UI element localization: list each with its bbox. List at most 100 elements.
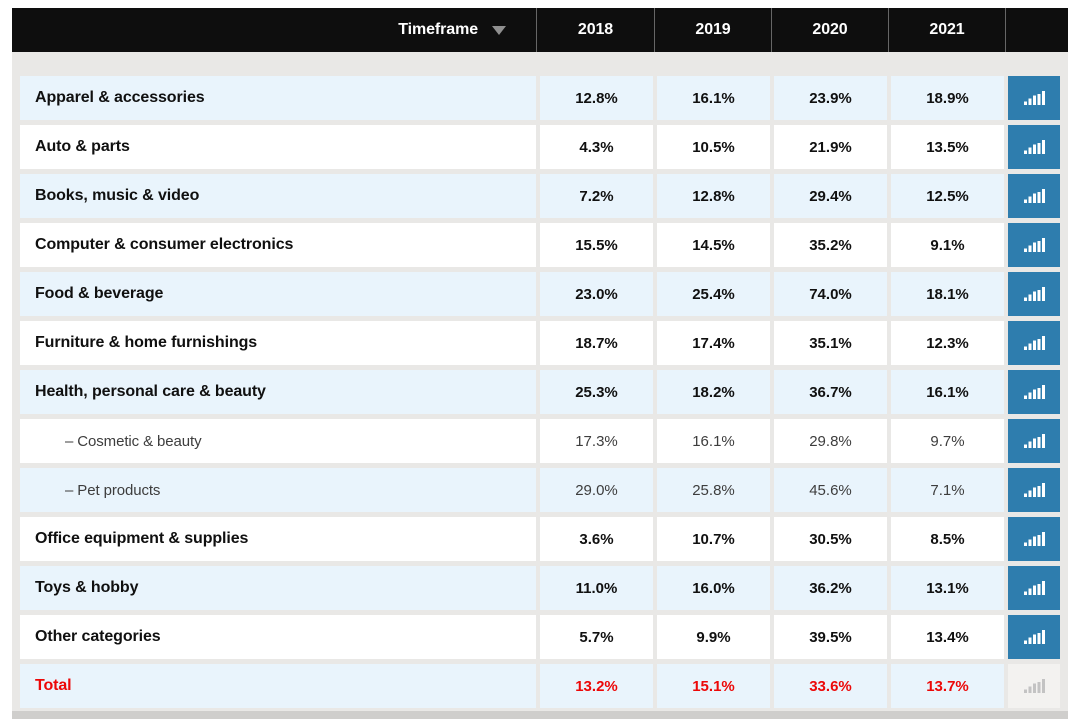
table-body: Apparel & accessories 12.8% 16.1% 23.9% … — [12, 52, 1068, 711]
table-row: Apparel & accessories 12.8% 16.1% 23.9% … — [20, 76, 1060, 120]
bar-chart-icon — [1024, 483, 1045, 497]
open-chart-button[interactable] — [1008, 370, 1060, 414]
row-label: – Pet products — [20, 468, 536, 512]
value-2018: 13.2% — [540, 664, 653, 708]
value-2018: 11.0% — [540, 566, 653, 610]
row-label: Health, personal care & beauty — [20, 370, 536, 414]
timeframe-dropdown[interactable]: Timeframe — [12, 8, 536, 52]
table-subrow: – Cosmetic & beauty 17.3% 16.1% 29.8% 9.… — [20, 419, 1060, 463]
open-chart-button[interactable] — [1008, 272, 1060, 316]
value-2018: 25.3% — [540, 370, 653, 414]
table-header-row: Timeframe 2018 2019 2020 2021 — [12, 8, 1068, 52]
open-chart-button[interactable] — [1008, 468, 1060, 512]
row-label: Food & beverage — [20, 272, 536, 316]
row-label: – Cosmetic & beauty — [20, 419, 536, 463]
value-2021: 7.1% — [891, 468, 1004, 512]
open-chart-button[interactable] — [1008, 419, 1060, 463]
bar-chart-icon — [1024, 91, 1045, 105]
value-2021: 16.1% — [891, 370, 1004, 414]
value-2021: 18.1% — [891, 272, 1004, 316]
open-chart-button[interactable] — [1008, 615, 1060, 659]
value-2018: 5.7% — [540, 615, 653, 659]
open-chart-button[interactable] — [1008, 125, 1060, 169]
value-2019: 10.7% — [657, 517, 770, 561]
value-2020: 23.9% — [774, 76, 887, 120]
value-2019: 16.1% — [657, 76, 770, 120]
value-2021: 12.3% — [891, 321, 1004, 365]
bar-chart-icon — [1024, 287, 1045, 301]
value-2019: 15.1% — [657, 664, 770, 708]
value-2018: 17.3% — [540, 419, 653, 463]
table-subrow: – Pet products 29.0% 25.8% 45.6% 7.1% — [20, 468, 1060, 512]
row-label: Other categories — [20, 615, 536, 659]
row-label: Books, music & video — [20, 174, 536, 218]
value-2018: 4.3% — [540, 125, 653, 169]
table-row: Toys & hobby 11.0% 16.0% 36.2% 13.1% — [20, 566, 1060, 610]
bar-chart-icon — [1024, 581, 1045, 595]
column-header-2020: 2020 — [771, 8, 888, 52]
value-2021: 13.5% — [891, 125, 1004, 169]
row-label: Furniture & home furnishings — [20, 321, 536, 365]
value-2018: 15.5% — [540, 223, 653, 267]
value-2019: 25.8% — [657, 468, 770, 512]
timeframe-label: Timeframe — [398, 21, 478, 38]
ecommerce-growth-table: Timeframe 2018 2019 2020 2021 Apparel & … — [12, 8, 1068, 711]
bar-chart-icon — [1024, 434, 1045, 448]
table-row: Auto & parts 4.3% 10.5% 21.9% 13.5% — [20, 125, 1060, 169]
value-2018: 12.8% — [540, 76, 653, 120]
value-2020: 29.8% — [774, 419, 887, 463]
table-row: Other categories 5.7% 9.9% 39.5% 13.4% — [20, 615, 1060, 659]
column-header-chart — [1005, 8, 1068, 52]
column-header-2018: 2018 — [536, 8, 654, 52]
value-2020: 33.6% — [774, 664, 887, 708]
value-2020: 39.5% — [774, 615, 887, 659]
value-2021: 13.1% — [891, 566, 1004, 610]
value-2021: 9.1% — [891, 223, 1004, 267]
value-2019: 9.9% — [657, 615, 770, 659]
value-2020: 74.0% — [774, 272, 887, 316]
value-2020: 35.1% — [774, 321, 887, 365]
bar-chart-icon — [1024, 679, 1045, 693]
table-row: Health, personal care & beauty 25.3% 18.… — [20, 370, 1060, 414]
row-label: Apparel & accessories — [20, 76, 536, 120]
value-2019: 16.1% — [657, 419, 770, 463]
open-chart-button[interactable] — [1008, 223, 1060, 267]
value-2019: 17.4% — [657, 321, 770, 365]
value-2018: 23.0% — [540, 272, 653, 316]
bar-chart-icon — [1024, 140, 1045, 154]
bar-chart-icon — [1024, 189, 1045, 203]
table-row: Food & beverage 23.0% 25.4% 74.0% 18.1% — [20, 272, 1060, 316]
value-2019: 16.0% — [657, 566, 770, 610]
value-2020: 36.2% — [774, 566, 887, 610]
open-chart-button[interactable] — [1008, 321, 1060, 365]
value-2019: 10.5% — [657, 125, 770, 169]
open-chart-button-disabled — [1008, 664, 1060, 708]
open-chart-button[interactable] — [1008, 517, 1060, 561]
value-2018: 18.7% — [540, 321, 653, 365]
value-2018: 7.2% — [540, 174, 653, 218]
bar-chart-icon — [1024, 336, 1045, 350]
value-2020: 36.7% — [774, 370, 887, 414]
value-2020: 21.9% — [774, 125, 887, 169]
dropdown-triangle-icon — [492, 25, 506, 35]
bar-chart-icon — [1024, 630, 1045, 644]
value-2020: 29.4% — [774, 174, 887, 218]
row-label: Computer & consumer electronics — [20, 223, 536, 267]
open-chart-button[interactable] — [1008, 174, 1060, 218]
value-2021: 12.5% — [891, 174, 1004, 218]
value-2019: 18.2% — [657, 370, 770, 414]
bar-chart-icon — [1024, 385, 1045, 399]
value-2020: 30.5% — [774, 517, 887, 561]
value-2019: 14.5% — [657, 223, 770, 267]
value-2021: 13.7% — [891, 664, 1004, 708]
value-2021: 13.4% — [891, 615, 1004, 659]
value-2018: 29.0% — [540, 468, 653, 512]
open-chart-button[interactable] — [1008, 566, 1060, 610]
bottom-divider — [12, 711, 1068, 719]
value-2019: 12.8% — [657, 174, 770, 218]
value-2020: 35.2% — [774, 223, 887, 267]
open-chart-button[interactable] — [1008, 76, 1060, 120]
row-label: Total — [20, 664, 536, 708]
bar-chart-icon — [1024, 532, 1045, 546]
